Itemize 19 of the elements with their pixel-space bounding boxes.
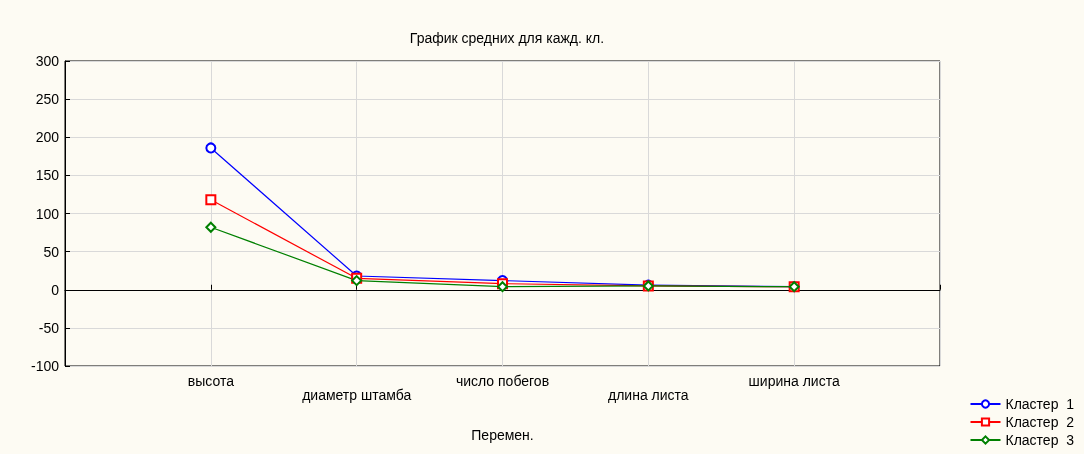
y-tick-label: 0 bbox=[51, 281, 60, 298]
legend-label: Кластер 3 bbox=[1005, 432, 1075, 448]
x-tick-label: диаметр штамба bbox=[302, 387, 412, 403]
y-tick-label: 200 bbox=[35, 129, 60, 146]
y-tick-label: -100 bbox=[30, 358, 60, 374]
x-tick-label: число побегов bbox=[455, 373, 550, 389]
y-tick-label: 50 bbox=[43, 243, 60, 260]
legend-label: Кластер 2 bbox=[1005, 414, 1075, 430]
legend-label: Кластер 1 bbox=[1005, 396, 1075, 412]
y-tick-label: 100 bbox=[35, 205, 60, 222]
x-tick-label: высота bbox=[187, 373, 235, 389]
y-tick-label: 250 bbox=[35, 91, 60, 108]
x-tick-label: длина листа bbox=[608, 387, 689, 403]
x-tick-label: ширина листа bbox=[748, 373, 840, 389]
y-tick-label: -50 bbox=[38, 319, 60, 336]
chart-title: График средних для кажд. кл. bbox=[409, 30, 605, 46]
y-tick-label: 150 bbox=[35, 167, 60, 184]
x-axis-title: Перемен. bbox=[471, 427, 534, 443]
y-tick-label: 300 bbox=[35, 53, 60, 69]
